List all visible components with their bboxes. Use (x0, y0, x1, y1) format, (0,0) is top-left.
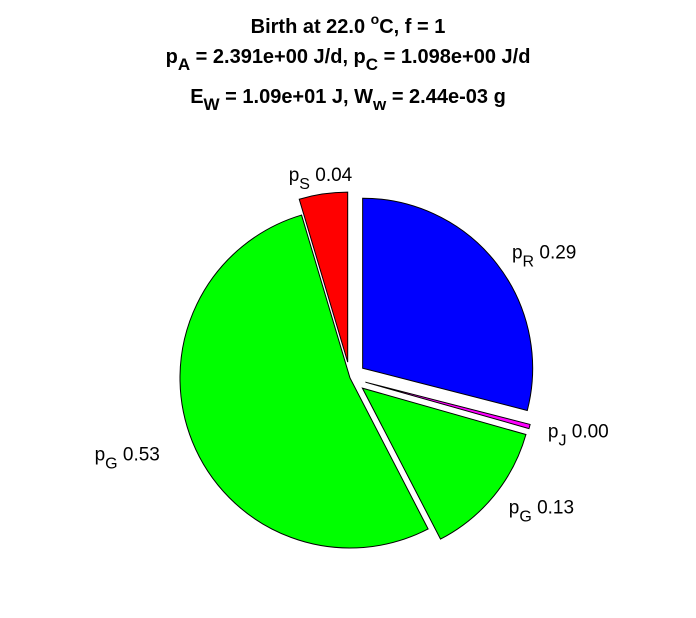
pie-slice-p-J-1 (365, 381, 531, 430)
pie-slice-p-G-2 (361, 387, 527, 540)
chart-title-line-1: Birth at 22.0 oC, f = 1 (251, 11, 446, 38)
pie-slice-p-R-0 (362, 197, 534, 412)
slice-label-p-G-2: pG 0.13 (509, 498, 574, 526)
slice-label-p-S-4: pS 0.04 (289, 165, 353, 193)
pie-labels: pR 0.29 pJ 0.00 pG 0.13 pG 0.53 pS 0.04 (95, 165, 609, 526)
pie-slice-p-G-3 (179, 214, 429, 549)
slice-label-p-J-1: pJ 0.00 (548, 421, 609, 449)
chart-title-line-2: pA = 2.391e+00 J/d, pC = 1.098e+00 J/d (166, 46, 531, 74)
pie-slice-p-S-4 (298, 191, 349, 363)
slice-label-p-G-3: pG 0.53 (95, 445, 160, 473)
pie-slices (179, 191, 534, 549)
slice-label-p-R-0: pR 0.29 (512, 242, 576, 270)
chart-title-line-3: EW = 1.09e+01 J, Ww = 2.44e-03 g (190, 86, 506, 114)
